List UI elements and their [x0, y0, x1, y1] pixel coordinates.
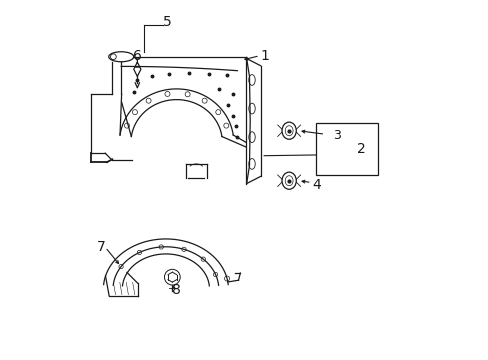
- Bar: [315, 123, 378, 175]
- Text: 3: 3: [333, 129, 341, 142]
- Text: 6: 6: [133, 49, 142, 63]
- Text: 8: 8: [172, 283, 181, 297]
- Text: 4: 4: [312, 177, 321, 192]
- Text: 5: 5: [163, 15, 172, 29]
- Text: 1: 1: [260, 49, 269, 63]
- Text: 7: 7: [96, 240, 105, 254]
- Text: 2: 2: [356, 142, 365, 156]
